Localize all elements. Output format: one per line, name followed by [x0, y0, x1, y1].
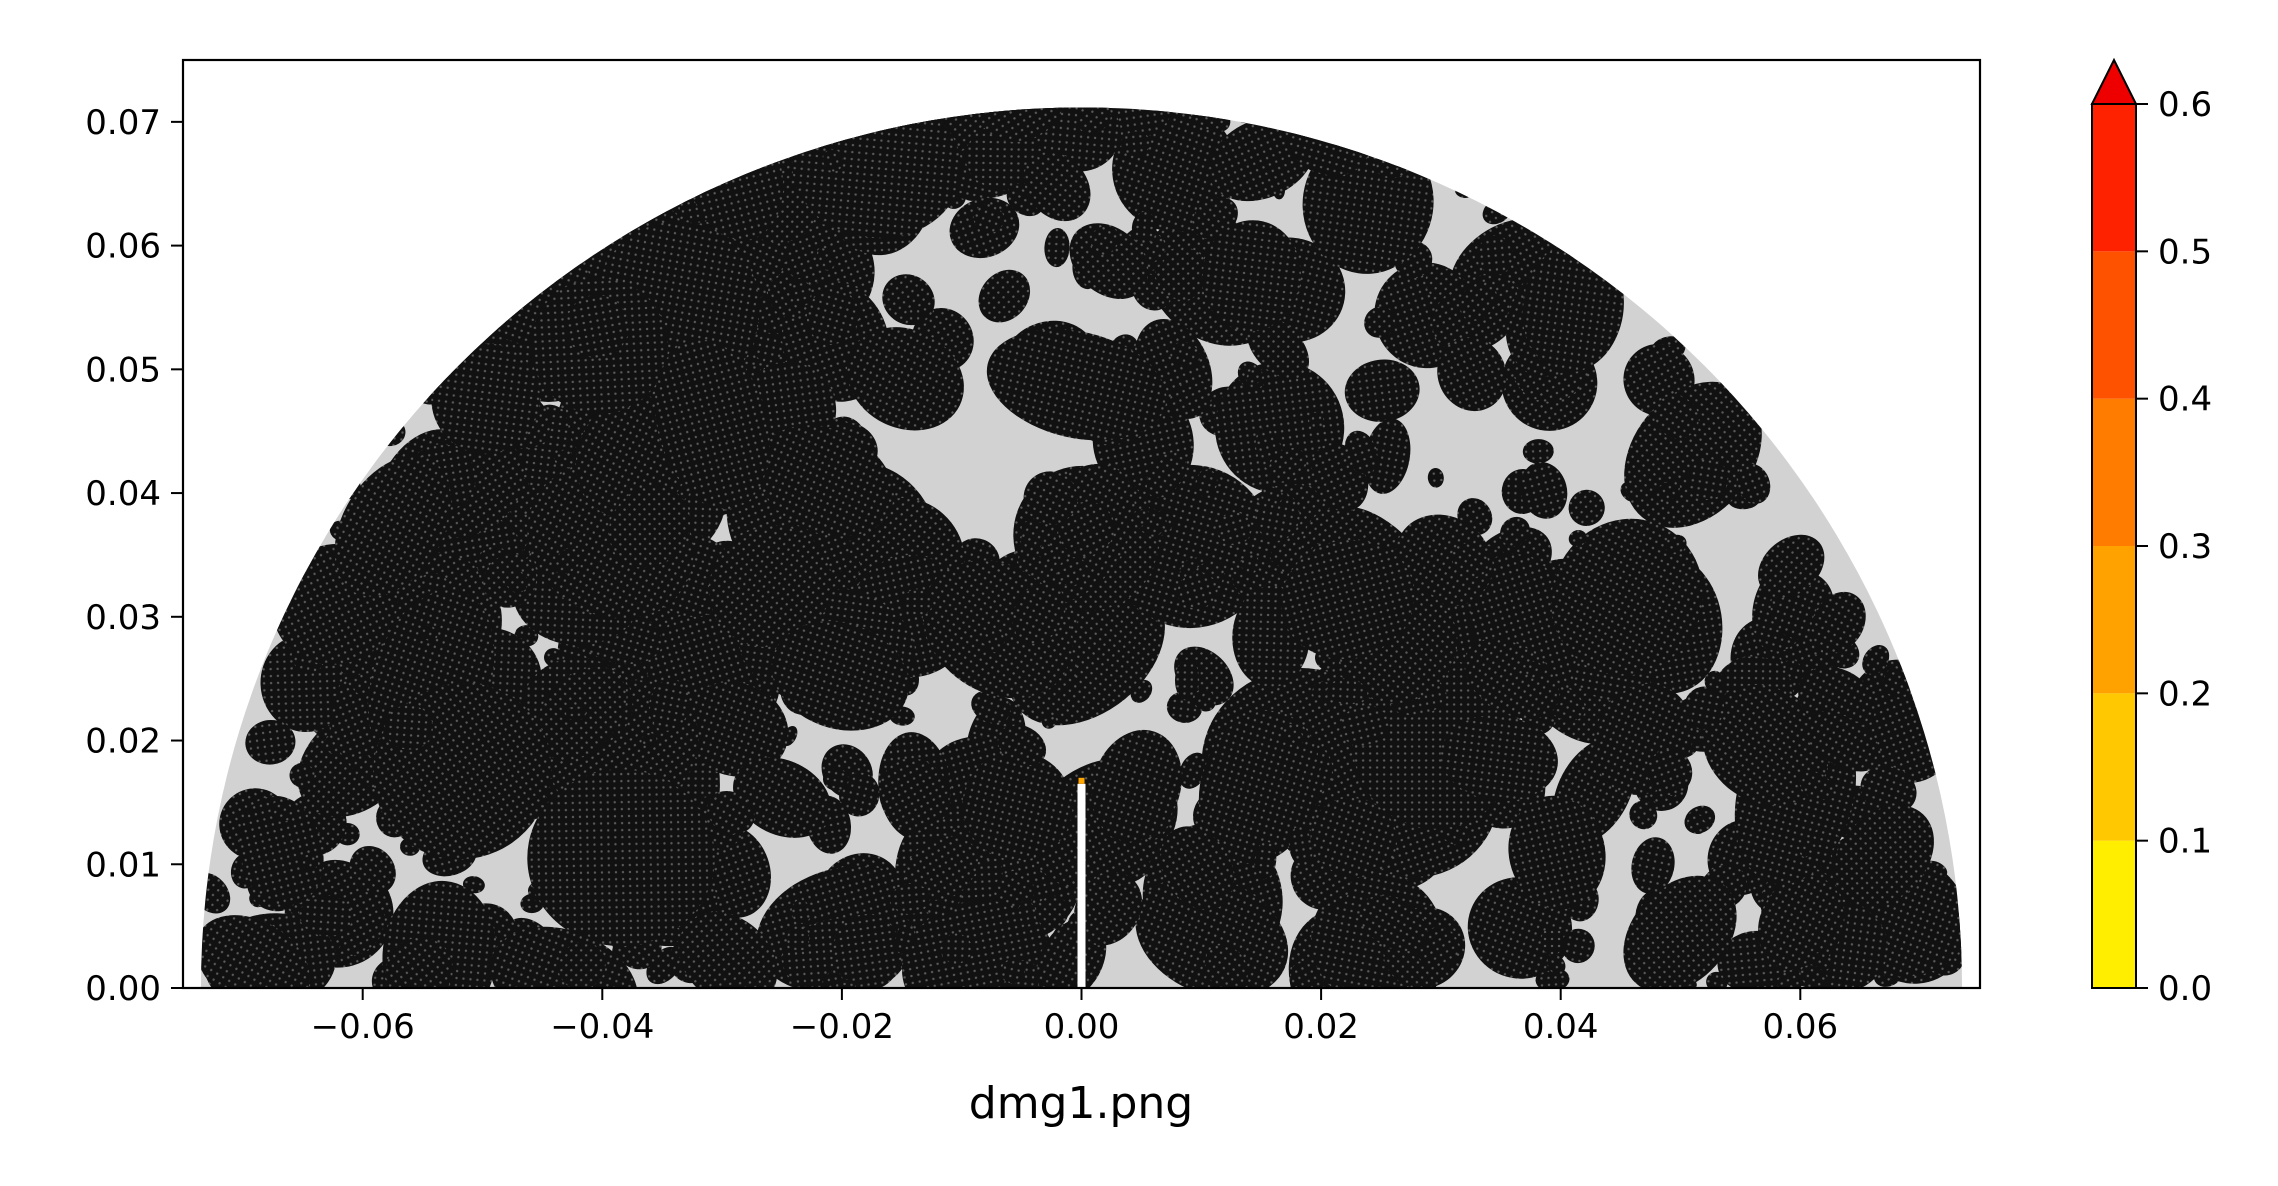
aggregate-particle: [1047, 68, 1091, 115]
x-tick-label: −0.04: [550, 1007, 654, 1047]
plot-area: [178, 8, 1988, 1092]
colorbar-extend-arrow: [2092, 60, 2136, 104]
colorbar-tick-label: 0.5: [2158, 232, 2212, 272]
colorbar-tick-label: 0.1: [2158, 822, 2212, 862]
y-tick-label: 0.02: [85, 722, 161, 762]
colorbar-tick-label: 0.6: [2158, 85, 2212, 125]
x-tick-label: −0.06: [311, 1007, 415, 1047]
colorbar-tick-label: 0.3: [2158, 527, 2212, 567]
colorbar-level: [2092, 693, 2136, 840]
x-tick-label: 0.06: [1762, 1007, 1838, 1047]
colorbar-tick-label: 0.4: [2158, 380, 2212, 420]
colorbar-level: [2092, 104, 2136, 251]
notch-tip-damage: [1079, 778, 1085, 784]
x-tick-label: 0.00: [1044, 1007, 1120, 1047]
aggregate-particle: [909, 307, 924, 324]
y-tick-label: 0.03: [85, 598, 161, 638]
x-tick-label: −0.02: [790, 1007, 894, 1047]
y-tick-label: 0.05: [85, 350, 161, 390]
y-tick-label: 0.01: [85, 845, 161, 885]
y-tick-label: 0.04: [85, 474, 161, 514]
aggregate-particle: [1541, 927, 1564, 956]
colorbar-tick-label: 0.2: [2158, 674, 2212, 714]
colorbar-level: [2092, 251, 2136, 398]
y-tick-label: 0.07: [85, 103, 161, 143]
colorbar: 0.0 0.1 0.2 0.3 0.4 0.5 0.6: [2092, 60, 2212, 1009]
notch: [1078, 784, 1086, 988]
x-axis-label: dmg1.png: [969, 1078, 1193, 1129]
colorbar-tick-label: 0.0: [2158, 969, 2212, 1009]
y-tick-label: 0.06: [85, 227, 161, 267]
colorbar-level: [2092, 841, 2136, 988]
y-axis: 0.00 0.01 0.02 0.03 0.04 0.05 0.06 0.07: [85, 103, 183, 1009]
x-tick-label: 0.04: [1523, 1007, 1599, 1047]
colorbar-level: [2092, 546, 2136, 693]
aggregate-particle: [1667, 311, 1687, 330]
y-tick-label: 0.00: [85, 969, 161, 1009]
x-axis: −0.06 −0.04 −0.02 0.00 0.02 0.04 0.06: [311, 988, 1839, 1047]
colorbar-level: [2092, 399, 2136, 546]
x-tick-label: 0.02: [1283, 1007, 1359, 1047]
